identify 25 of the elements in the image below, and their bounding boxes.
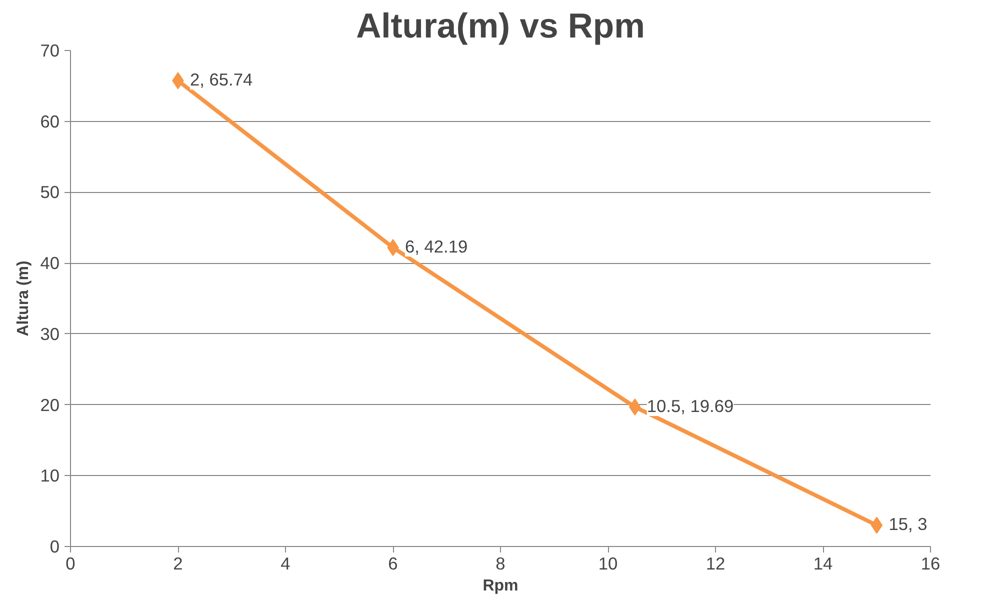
y-tick-label: 50 xyxy=(40,182,60,202)
x-tick-label: 10 xyxy=(598,554,618,574)
y-tick-label: 10 xyxy=(40,466,60,486)
x-tick-label: 6 xyxy=(388,554,398,574)
x-tick-label: 16 xyxy=(920,554,940,574)
data-label: 15, 3 xyxy=(888,514,928,534)
data-label: 6, 42.19 xyxy=(405,236,468,257)
data-label: 2, 65.74 xyxy=(190,70,253,90)
y-tick-label: 70 xyxy=(40,40,60,60)
chart-title: Altura(m) vs Rpm xyxy=(356,8,645,46)
x-tick-label: 2 xyxy=(173,554,183,574)
y-tick-label: 30 xyxy=(40,324,60,344)
x-tick-label: 4 xyxy=(280,554,291,574)
x-tick-label: 12 xyxy=(706,554,726,574)
y-tick-label: 40 xyxy=(40,253,60,274)
data-label: 10.5, 19.69 xyxy=(646,396,734,416)
point xyxy=(870,516,883,534)
x-axis-title: Rpm xyxy=(482,578,518,594)
y-axis-title: Altura (m) xyxy=(15,260,32,336)
y-tick-label: 60 xyxy=(40,111,60,132)
x-tick-label: 8 xyxy=(496,554,506,574)
x-tick-label: 0 xyxy=(66,554,76,574)
x-tick-label: 14 xyxy=(813,554,833,574)
y-tick-label: 20 xyxy=(40,394,60,415)
y-tick-label: 0 xyxy=(50,536,60,556)
